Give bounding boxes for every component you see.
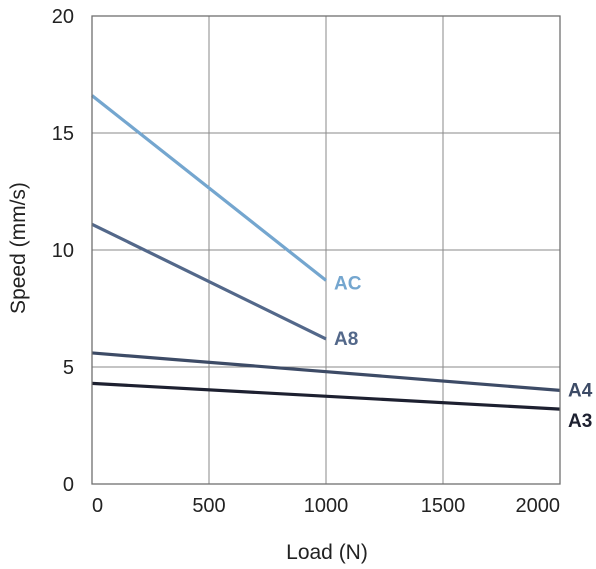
x-tick-label-0: 0 xyxy=(92,495,103,517)
series-label-a8: A8 xyxy=(334,329,358,350)
series-line-a8 xyxy=(91,222,327,341)
series-label-a3: A3 xyxy=(568,411,592,432)
y-tick-label-1: 5 xyxy=(63,357,74,379)
plot-area-border xyxy=(91,15,561,485)
x-tick-label-3: 1500 xyxy=(421,495,466,517)
y-tick-label-0: 0 xyxy=(63,474,74,496)
series-lines xyxy=(91,94,561,411)
x-tick-label-2: 1000 xyxy=(304,495,349,517)
x-tick-label-4: 2000 xyxy=(516,495,561,517)
series-line-a4 xyxy=(91,351,561,392)
series-line-a3 xyxy=(91,381,561,411)
x-axis-label: Load (N) xyxy=(286,541,368,564)
tick-labels: 0 500 1000 1500 2000 0 5 10 15 20 xyxy=(52,6,560,517)
series-line-ac xyxy=(91,94,327,282)
y-axis-label: Speed (mm/s) xyxy=(7,182,30,314)
series-label-a4: A4 xyxy=(568,380,593,401)
plot-frame xyxy=(91,15,561,485)
y-tick-label-4: 20 xyxy=(52,6,74,28)
series-label-ac: AC xyxy=(334,273,362,294)
grid xyxy=(91,15,561,485)
series-labels: AC A8 A4 A3 xyxy=(334,273,593,432)
x-tick-label-1: 500 xyxy=(192,495,225,517)
y-tick-label-3: 15 xyxy=(52,123,74,145)
y-tick-label-2: 10 xyxy=(52,240,74,262)
